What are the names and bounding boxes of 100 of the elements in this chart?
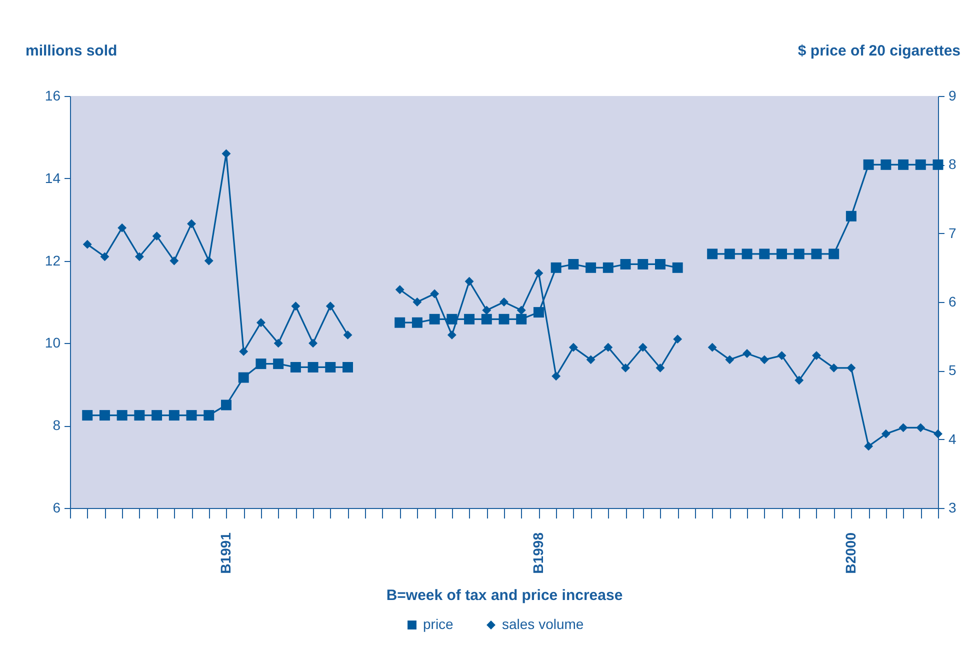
point [429, 314, 440, 324]
point [308, 362, 318, 372]
y-tick-label: 12 [44, 252, 61, 268]
point [863, 159, 874, 170]
point [708, 342, 717, 352]
point [99, 410, 110, 421]
point [394, 317, 406, 328]
point [568, 342, 578, 352]
y-tick-label: 6 [52, 500, 61, 516]
y-axis-title: millions sold [26, 42, 118, 60]
y-tick-label: 8 [52, 417, 61, 434]
point [412, 298, 422, 306]
point [846, 210, 856, 222]
point [446, 314, 458, 324]
point [898, 159, 909, 170]
point [586, 262, 596, 273]
point [638, 258, 648, 270]
point [187, 219, 196, 228]
y2-tick-label: 3 [948, 500, 956, 516]
point [777, 351, 786, 360]
point [725, 355, 734, 364]
point [760, 355, 769, 364]
point [794, 376, 804, 385]
point [829, 363, 838, 372]
point [724, 248, 735, 260]
y2-tick-label: 9 [948, 88, 956, 104]
x-tick-label: B1991 [218, 532, 234, 574]
point [932, 159, 944, 170]
point [204, 256, 214, 266]
point [516, 306, 526, 315]
point [82, 240, 92, 249]
point [794, 248, 804, 260]
point [447, 330, 456, 340]
x-tick-label: B2000 [842, 532, 859, 574]
point [134, 252, 144, 262]
point [776, 248, 788, 260]
point [481, 314, 492, 324]
point [934, 429, 942, 438]
point [672, 262, 683, 273]
point [638, 342, 648, 352]
point [707, 248, 718, 260]
point [343, 330, 352, 340]
point [290, 362, 301, 372]
y-tick-label: 10 [44, 334, 61, 351]
point [602, 262, 614, 273]
point [550, 262, 562, 273]
point [654, 258, 666, 270]
point [915, 159, 926, 170]
point [620, 258, 631, 270]
y-tick-label: 16 [44, 88, 61, 104]
point [552, 372, 561, 381]
point [621, 363, 630, 372]
point [412, 317, 422, 328]
point [742, 248, 752, 260]
point [256, 358, 266, 370]
y2-tick-label: 6 [948, 294, 956, 310]
point [812, 351, 821, 360]
point [846, 363, 856, 372]
point [170, 256, 179, 266]
point [534, 268, 544, 278]
point [673, 334, 682, 344]
point [811, 248, 822, 260]
point [880, 159, 892, 170]
point [220, 400, 232, 410]
point [238, 372, 249, 383]
point [186, 410, 197, 421]
point [273, 358, 284, 370]
point [568, 258, 579, 270]
point [898, 423, 908, 432]
point [256, 318, 266, 328]
point [498, 314, 510, 324]
point [881, 429, 890, 438]
point [291, 302, 300, 311]
point [516, 314, 527, 324]
y2-tick-label: 8 [948, 156, 956, 172]
point [464, 314, 475, 324]
legend-label: sales volume [502, 616, 584, 632]
point [222, 149, 231, 158]
point [604, 342, 613, 352]
point [864, 442, 874, 451]
point [464, 276, 474, 286]
point [274, 338, 283, 348]
point [395, 285, 404, 294]
x-tick-label: B1998 [530, 532, 546, 574]
point [533, 307, 544, 318]
point [308, 338, 318, 348]
legend-label: price [423, 616, 454, 632]
point [742, 349, 752, 358]
point [239, 346, 248, 356]
point [500, 298, 508, 306]
y2-tick-label: 5 [948, 362, 956, 378]
point [152, 232, 162, 241]
point [342, 362, 354, 372]
point [759, 248, 770, 260]
point [168, 410, 180, 421]
point [82, 410, 93, 421]
y2-tick-label: 4 [948, 430, 956, 447]
point [118, 223, 127, 232]
y-tick-label: 14 [44, 170, 61, 186]
point [828, 248, 840, 260]
